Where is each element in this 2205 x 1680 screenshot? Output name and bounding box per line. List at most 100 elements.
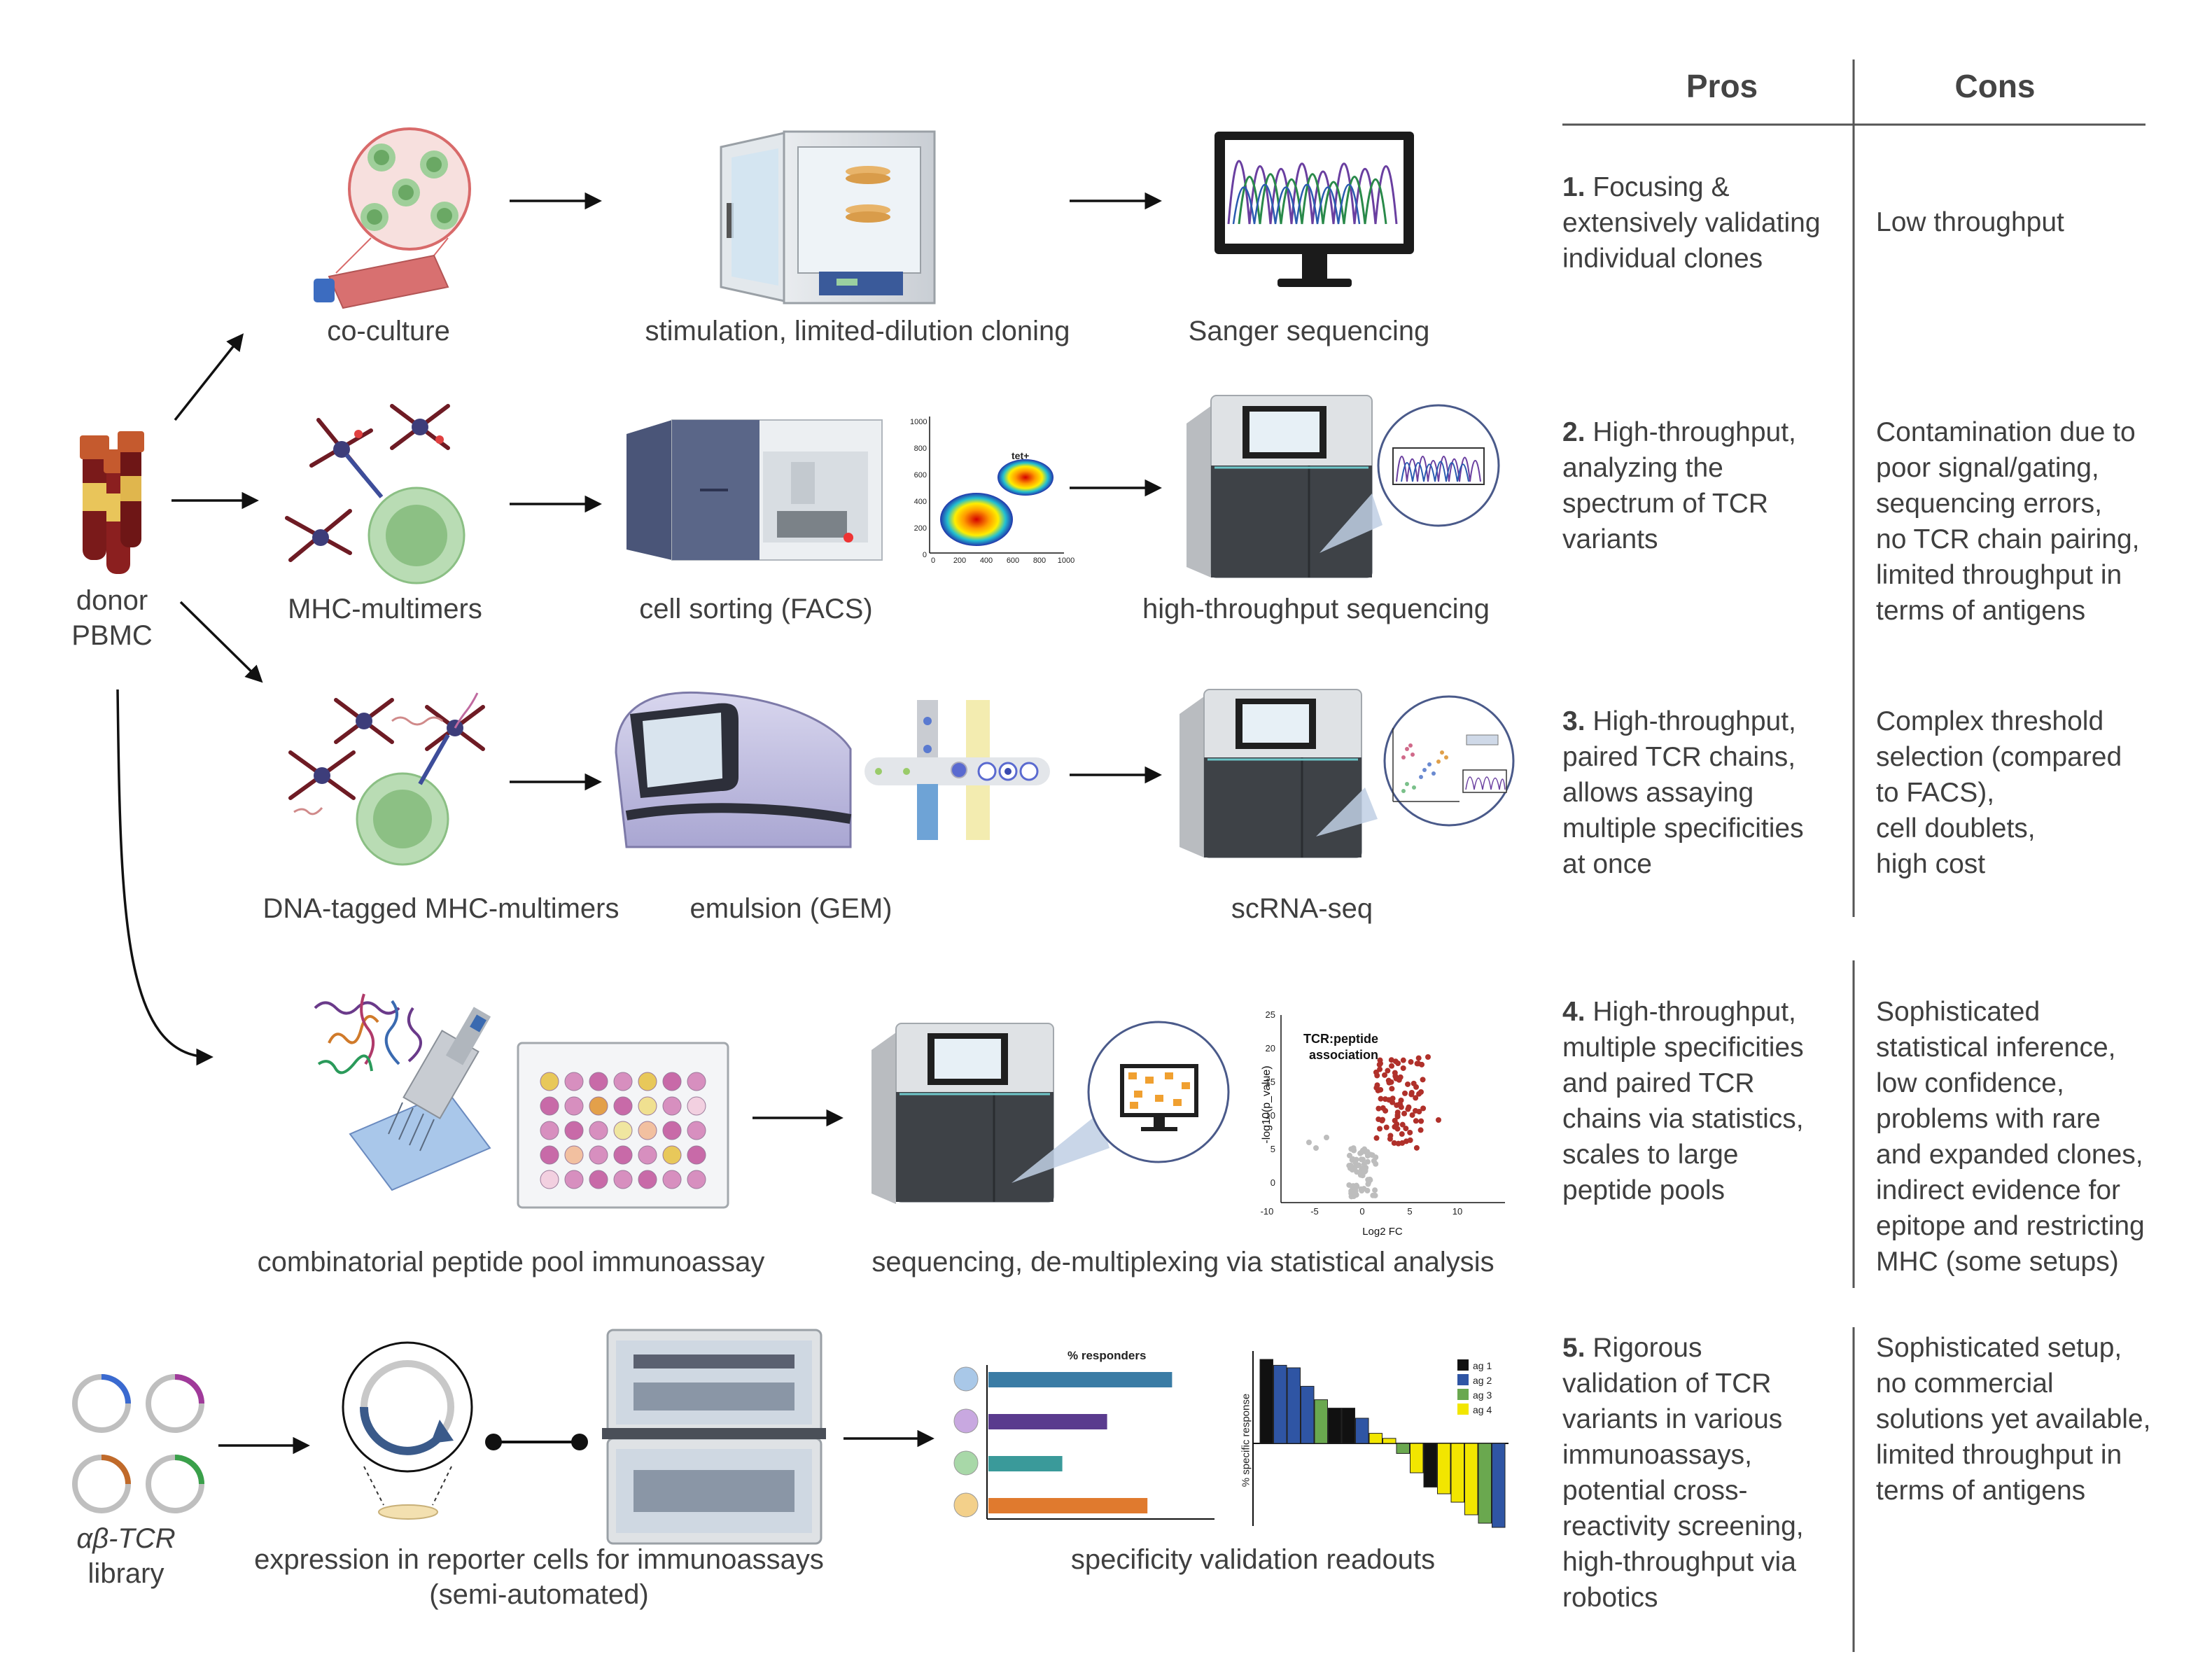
volcano-point-significant	[1376, 1106, 1381, 1112]
pros-line: extensively validating	[1562, 205, 1821, 241]
volcano-title-1: TCR:peptide	[1303, 1032, 1378, 1045]
volcano-point-significant	[1378, 1087, 1383, 1093]
cons-line: Complex threshold	[1876, 704, 2122, 739]
cons-line: high cost	[1876, 846, 2122, 882]
volcano-point-significant	[1405, 1082, 1410, 1087]
facs-ytick: 800	[910, 445, 927, 453]
cons-line: epitope and restricting	[1876, 1208, 2145, 1244]
specific-response-bar	[1492, 1443, 1506, 1527]
pros-line: 2. High-throughput,	[1562, 414, 1796, 450]
seqdemux-label: sequencing, de-multiplexing via statisti…	[854, 1248, 1512, 1276]
legend-swatch	[1457, 1374, 1469, 1385]
library-label-1: αβ-TCR	[56, 1525, 196, 1553]
volcano-point-significant	[1395, 1112, 1401, 1118]
cons-cell-3: Complex threshold selection (compared to F…	[1876, 704, 2122, 882]
facs-gate-label: tet+	[1011, 451, 1029, 461]
pros-line: 5. Rigorous	[1562, 1330, 1804, 1366]
volcano-point-significant	[1395, 1060, 1401, 1066]
pros-line: 1. Focusing &	[1562, 169, 1821, 205]
cons-line: selection (compared	[1876, 739, 2122, 775]
volcano-point-significant	[1408, 1059, 1414, 1065]
plate-well	[540, 1121, 559, 1140]
pros-line: paired TCR chains,	[1562, 739, 1804, 775]
volcano-point-significant	[1407, 1130, 1413, 1135]
cons-cell-4: Sophisticated statistical inference, low c…	[1876, 994, 2145, 1280]
cell-sorter-icon	[626, 420, 882, 560]
coculture-flask-icon	[314, 129, 470, 308]
mhc-multimers-label: MHC-multimers	[266, 595, 504, 623]
well-plate-icon	[518, 1043, 728, 1208]
plate-well	[565, 1072, 583, 1091]
facs-label: cell sorting (FACS)	[616, 595, 896, 623]
cons-line: problems with rare	[1876, 1101, 2145, 1137]
liquid-handling-robot-icon	[602, 1330, 826, 1544]
specific-response-bar	[1424, 1443, 1437, 1487]
peptides-pipette-icon	[315, 994, 491, 1190]
expression-label-2: (semi-automated)	[252, 1581, 826, 1609]
volcano-point-significant	[1388, 1079, 1394, 1085]
volcano-point	[1418, 1089, 1424, 1095]
gem-label: emulsion (GEM)	[665, 895, 917, 923]
plate-well	[614, 1170, 632, 1189]
volcano-ytick: 10	[1257, 1111, 1275, 1120]
facs-xtick: 200	[949, 557, 970, 565]
volcano-point-significant	[1374, 1135, 1380, 1141]
specific-response-bar	[1342, 1408, 1355, 1443]
plate-well	[565, 1170, 583, 1189]
plate-well	[687, 1097, 706, 1115]
volcano-point-significant	[1382, 1108, 1388, 1114]
cell-icon	[954, 1451, 978, 1475]
plate-well	[565, 1121, 583, 1140]
volcano-xtick: 10	[1443, 1207, 1471, 1216]
volcano-point	[1371, 1158, 1377, 1164]
plate-well	[565, 1146, 583, 1164]
plate-well	[663, 1146, 681, 1164]
specific-response-bar	[1301, 1386, 1315, 1443]
plate-well	[614, 1072, 632, 1091]
expression-label-1: expression in reporter cells for immunoa…	[252, 1546, 826, 1574]
volcano-point	[1354, 1169, 1359, 1175]
pros-line: variants in various	[1562, 1401, 1804, 1437]
plate-well	[589, 1170, 608, 1189]
legend-label: ag 2	[1473, 1376, 1492, 1385]
pros-line: multiple specificities	[1562, 1030, 1804, 1065]
cons-line: solutions yet available,	[1876, 1401, 2150, 1437]
scrnaseq-label: scRNA-seq	[1176, 895, 1428, 923]
volcano-point-significant	[1409, 1090, 1415, 1096]
pros-line: validation of TCR	[1562, 1366, 1804, 1401]
plate-well	[540, 1097, 559, 1115]
coculture-label: co-culture	[280, 317, 497, 345]
cons-cell-1: Low throughput	[1876, 204, 2064, 240]
plate-well	[614, 1146, 632, 1164]
microfluidic-chip-icon	[864, 700, 1050, 840]
facs-xtick: 1000	[1056, 557, 1077, 565]
cell-icon	[954, 1367, 978, 1391]
row-number: 5.	[1562, 1333, 1586, 1363]
volcano-point	[1425, 1054, 1431, 1060]
volcano-point-significant	[1377, 1062, 1382, 1068]
volcano-point-significant	[1396, 1077, 1402, 1083]
specific-response-bar	[1396, 1443, 1410, 1453]
volcano-point-significant	[1384, 1125, 1390, 1130]
volcano-point	[1359, 1157, 1365, 1163]
donor-label: donor	[42, 587, 182, 615]
responders-bar	[988, 1414, 1107, 1429]
plate-well	[638, 1097, 657, 1115]
volcano-point-significant	[1402, 1091, 1408, 1096]
volcano-point-significant	[1392, 1140, 1397, 1146]
volcano-point	[1349, 1194, 1354, 1199]
volcano-point	[1348, 1163, 1354, 1168]
plate-well	[687, 1121, 706, 1140]
pros-line: multiple specificities	[1562, 811, 1804, 846]
facs-xtick: 600	[1002, 557, 1023, 565]
volcano-point	[1366, 1180, 1371, 1185]
plate-well	[687, 1170, 706, 1189]
sanger-label: Sanger sequencing	[1162, 317, 1456, 345]
row-number: 3.	[1562, 706, 1586, 736]
tcr-plasmid-library-icon	[75, 1377, 202, 1511]
cons-line: poor signal/gating,	[1876, 450, 2139, 486]
pros-line: individual clones	[1562, 241, 1821, 276]
legend-label: ag 3	[1473, 1390, 1492, 1400]
volcano-xtick: 5	[1396, 1207, 1424, 1216]
plate-well	[540, 1072, 559, 1091]
